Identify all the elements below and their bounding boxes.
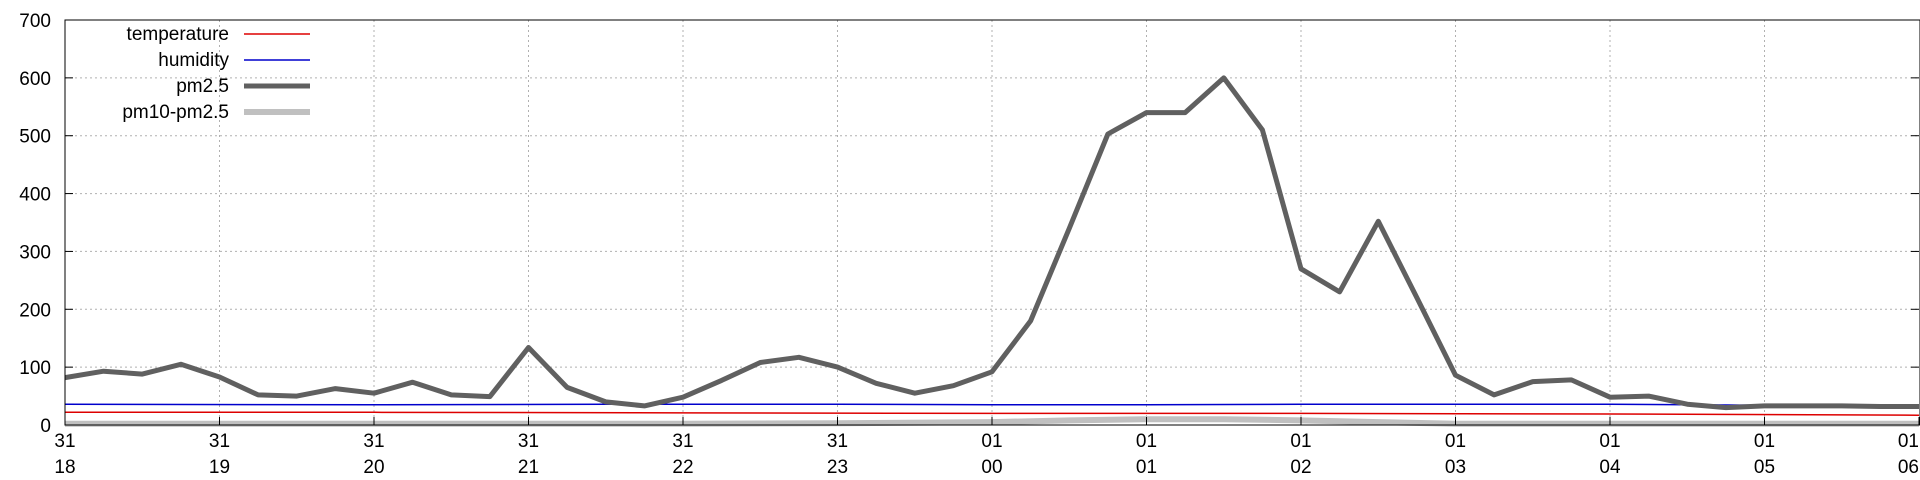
legend-item: humidity — [158, 50, 310, 71]
y-tick-label: 0 — [40, 416, 51, 437]
x-tick-label-day: 31 — [363, 431, 384, 452]
legend-item: pm2.5 — [176, 76, 310, 97]
x-tick-label-hour: 01 — [1136, 457, 1157, 478]
legend: temperature humidity pm2.5 pm10-pm2.5 — [122, 24, 310, 123]
y-tick-label: 400 — [19, 185, 51, 206]
x-tick-label-day: 31 — [827, 431, 848, 452]
x-tick-label-day: 01 — [1290, 431, 1311, 452]
x-tick-label-day: 01 — [981, 431, 1002, 452]
x-tick-label-hour: 22 — [672, 457, 693, 478]
x-tick-label-day: 31 — [672, 431, 693, 452]
series-line-temperature — [65, 411, 1920, 416]
y-tick-label: 300 — [19, 242, 51, 263]
y-axis: 0 100 200 300 400 500 600 700 — [19, 11, 1919, 437]
y-tick-label: 700 — [19, 11, 51, 32]
legend-item: pm10-pm2.5 — [122, 102, 310, 123]
x-tick-label-hour: 02 — [1290, 457, 1311, 478]
legend-label: pm10-pm2.5 — [122, 102, 229, 123]
x-tick-label-hour: 06 — [1898, 457, 1919, 478]
y-tick-label: 500 — [19, 127, 51, 148]
x-tick-label-hour: 04 — [1599, 457, 1621, 478]
x-tick-label-hour: 03 — [1445, 457, 1466, 478]
x-tick-label-day: 01 — [1445, 431, 1466, 452]
x-tick-label-hour: 00 — [981, 457, 1002, 478]
x-tick-label-hour: 19 — [209, 457, 230, 478]
x-tick-label-hour: 05 — [1754, 457, 1775, 478]
grid — [65, 20, 1919, 425]
legend-label: temperature — [127, 24, 229, 45]
y-tick-label: 200 — [19, 300, 51, 321]
x-tick-label-hour: 23 — [827, 457, 848, 478]
legend-label: humidity — [158, 50, 229, 71]
y-tick-label: 600 — [19, 69, 51, 90]
x-tick-label-day: 31 — [209, 431, 230, 452]
x-tick-label-day: 31 — [54, 431, 75, 452]
legend-item: temperature — [127, 24, 310, 45]
legend-label: pm2.5 — [176, 76, 229, 97]
series-line-pm2-5 — [64, 75, 1919, 411]
x-tick-label-day: 01 — [1599, 431, 1620, 452]
x-tick-label-day: 01 — [1136, 431, 1157, 452]
x-tick-label-day: 31 — [518, 431, 539, 452]
x-axis: 3118311931203121312231230100010101020103… — [54, 417, 1920, 478]
x-tick-label-hour: 18 — [54, 457, 75, 478]
x-tick-label-day: 01 — [1898, 431, 1919, 452]
series-line-humidity — [64, 403, 1919, 407]
x-tick-label-day: 01 — [1754, 431, 1775, 452]
x-tick-label-hour: 21 — [518, 457, 539, 478]
x-tick-label-hour: 20 — [363, 457, 384, 478]
y-tick-label: 100 — [19, 358, 51, 379]
